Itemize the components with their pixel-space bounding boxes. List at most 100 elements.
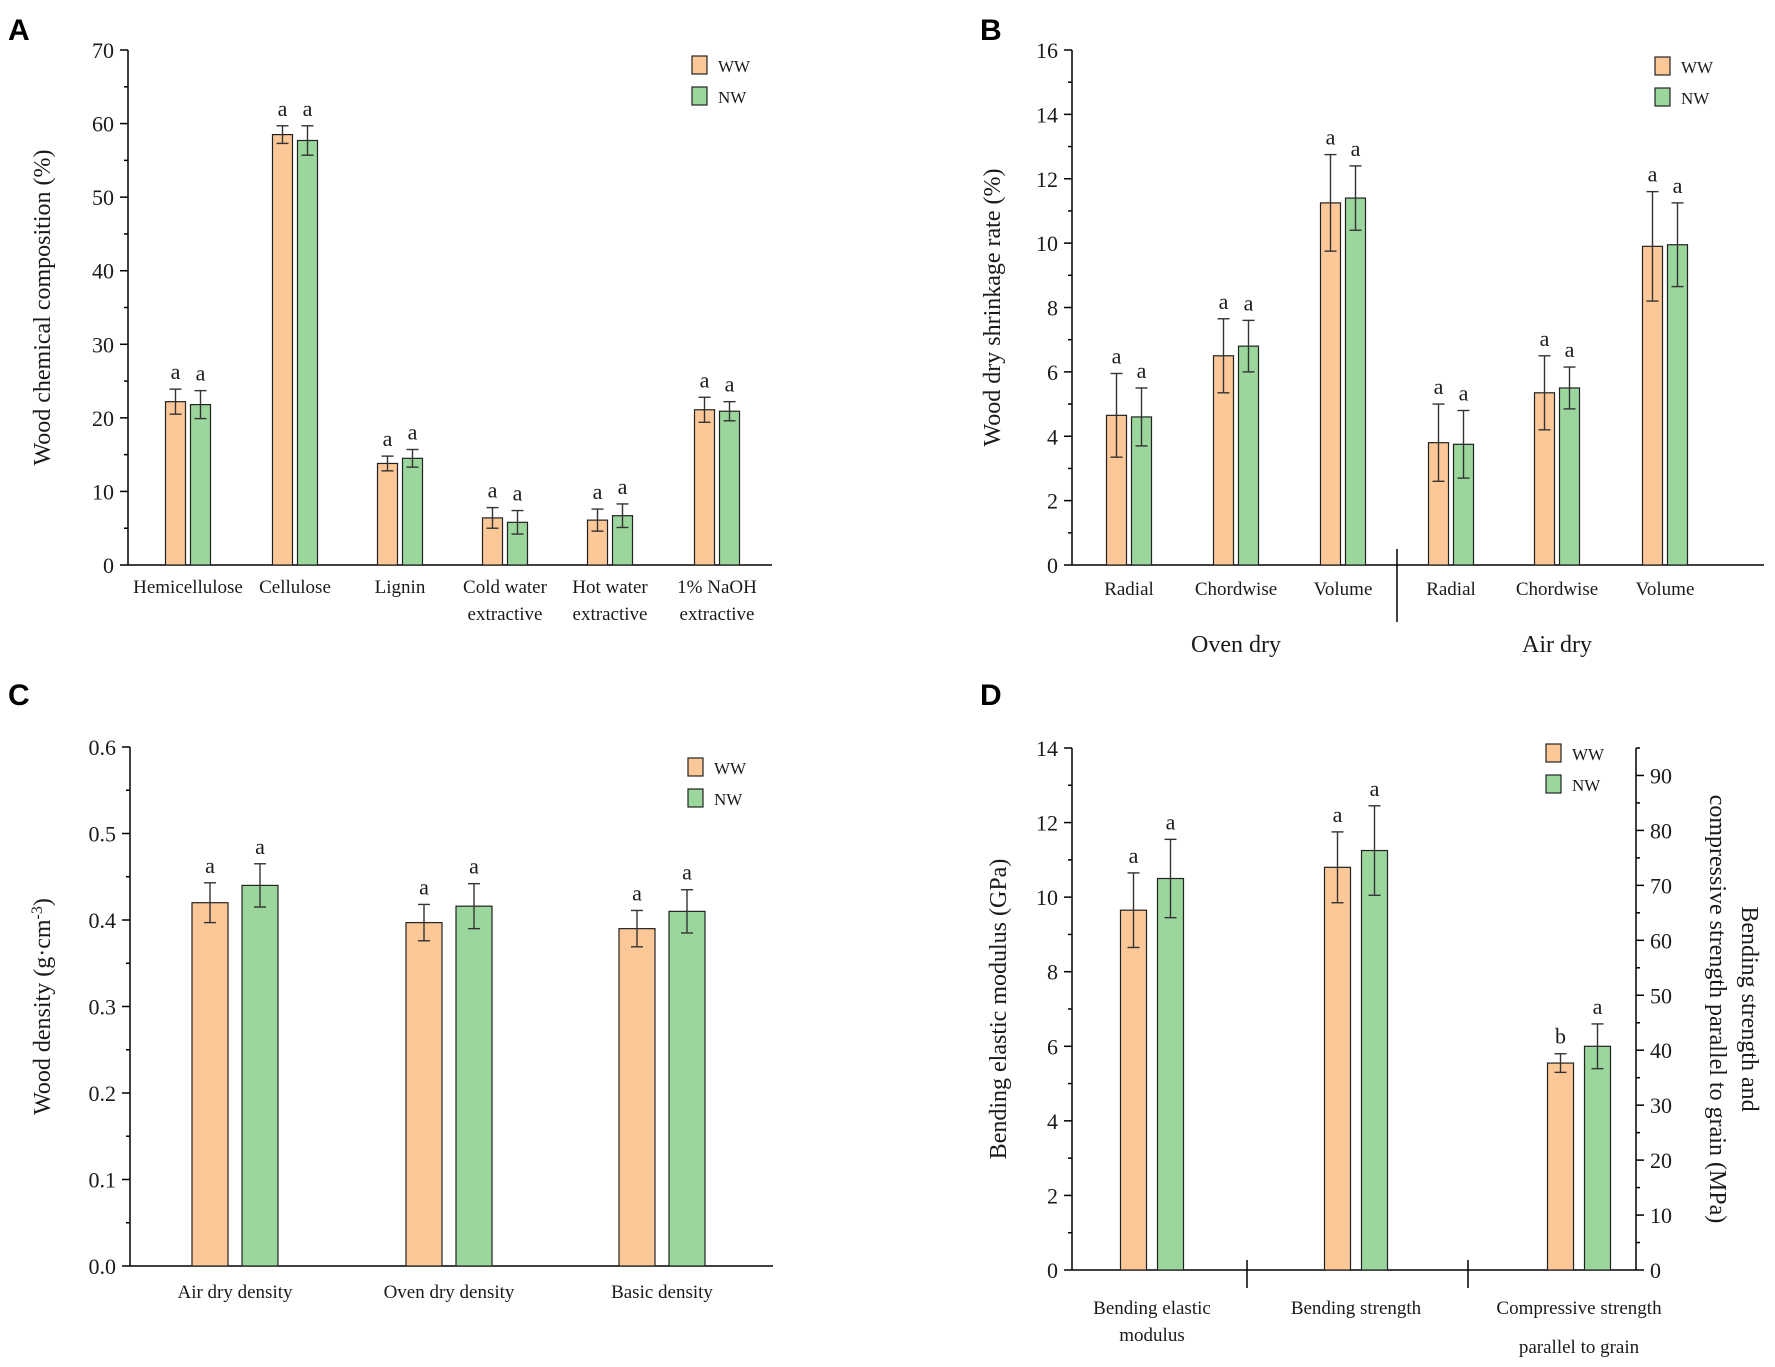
y-tick-label-a: 30	[92, 332, 114, 357]
y-tick-label-d: 14	[1036, 736, 1058, 761]
x-tick-label-d: Bending strength	[1291, 1298, 1422, 1319]
y-axis-right-title-line1: Bending strength and	[1736, 906, 1762, 1111]
x-tick-label-a: 1% NaOH	[677, 577, 757, 598]
x-tick-label-a: extractive	[468, 604, 543, 625]
significance-letter: a	[303, 96, 313, 121]
bar-nw	[1237, 345, 1260, 566]
x-tick-label-b: Chordwise	[1195, 579, 1277, 600]
y-axis-title-a: Wood chemical composition (%)	[30, 150, 56, 466]
chart-panel-b: 0 2 4 6 8 10 12 14 16 Wood dry shrinkage rate (%)…	[980, 38, 1764, 658]
y-tick-label-b: 14	[1036, 102, 1058, 127]
bar-nw	[668, 910, 706, 1267]
legend-label-nw: NW	[714, 790, 743, 809]
significance-letter: a	[469, 854, 479, 879]
bar-ww	[405, 921, 443, 1267]
significance-letter: a	[1219, 289, 1229, 314]
significance-letter: a	[419, 874, 429, 899]
significance-letter: a	[1648, 162, 1658, 187]
x-tick-label-a: extractive	[573, 604, 648, 625]
y-tick-label-b: 16	[1036, 38, 1058, 63]
y-tick-label-b: 0	[1047, 553, 1058, 578]
y-tick-label-a: 70	[92, 38, 114, 63]
bar-nw	[1558, 387, 1581, 566]
significance-letter: a	[171, 359, 181, 384]
bar-ww	[1546, 1062, 1575, 1271]
significance-letter: a	[255, 834, 265, 859]
y-axis-title-sup-c: -3	[29, 906, 46, 919]
y-tick-label-a: 20	[92, 406, 114, 431]
legend-swatch-ww	[687, 757, 704, 777]
bar-nw	[1666, 244, 1689, 566]
x-tick-label-a: Hot water	[572, 577, 648, 598]
x-tick-label-b: Radial	[1104, 579, 1154, 600]
y-axis-title-d: Bending elastic modulus (GPa)	[986, 859, 1012, 1160]
panel-label-b: B	[980, 14, 1002, 47]
significance-letter: a	[632, 880, 642, 905]
bar-nw	[1583, 1045, 1612, 1271]
y-right-tick-label-d: 40	[1650, 1038, 1672, 1063]
bar-ww	[1323, 866, 1352, 1271]
y-tick-label-d: 6	[1047, 1034, 1058, 1059]
bar-ww	[271, 134, 294, 566]
y-tick-label-a: 40	[92, 259, 114, 284]
significance-letter: a	[682, 860, 692, 885]
significance-letter: b	[1555, 1024, 1566, 1049]
y-tick-label-c: 0.3	[89, 995, 117, 1020]
legend-label-ww: WW	[1681, 58, 1714, 77]
significance-letter: a	[1351, 136, 1361, 161]
y-tick-label-d: 10	[1036, 885, 1058, 910]
y-right-tick-label-d: 30	[1650, 1093, 1672, 1118]
significance-letter: a	[278, 96, 288, 121]
y-right-tick-label-d: 50	[1650, 983, 1672, 1008]
bar-nw	[1360, 849, 1389, 1271]
significance-letter: a	[1540, 326, 1550, 351]
significance-letter: a	[1112, 343, 1122, 368]
significance-letter: a	[1370, 776, 1380, 801]
significance-letter: a	[205, 853, 215, 878]
y-tick-label-b: 4	[1047, 424, 1058, 449]
y-tick-label-d: 4	[1047, 1109, 1058, 1134]
x-tick-label-b: Volume	[1314, 579, 1373, 600]
legend-label-ww: WW	[714, 759, 747, 778]
y-tick-label-a: 60	[92, 112, 114, 137]
x-tick-label-d: Compressive strength	[1496, 1298, 1662, 1319]
bar-ww	[1119, 909, 1148, 1271]
significance-letter: a	[513, 481, 523, 506]
significance-letter: a	[488, 478, 498, 503]
y-tick-label-c: 0.4	[89, 908, 117, 933]
significance-letter: a	[1673, 173, 1683, 198]
significance-letter: a	[383, 426, 393, 451]
y-tick-label-d: 2	[1047, 1183, 1058, 1208]
group-label-air-dry: Air dry	[1522, 632, 1592, 658]
group-label-oven-dry: Oven dry	[1191, 632, 1281, 658]
bar-nw	[189, 404, 212, 566]
y-tick-label-c: 0.2	[89, 1081, 117, 1106]
legend-label-nw: NW	[1681, 89, 1710, 108]
y-axis-title-c: Wood density (g·cm-3)	[29, 898, 57, 1115]
significance-letter: a	[1137, 358, 1147, 383]
bar-ww	[191, 902, 229, 1267]
y-right-tick-label-d: 70	[1650, 873, 1672, 898]
legend-swatch-ww	[1654, 56, 1671, 76]
legend-swatch-ww	[1545, 743, 1562, 763]
significance-letter: a	[725, 372, 735, 397]
chart-panel-c: 0.0 0.1 0.2 0.3 0.4 0.5 0.6 Wood density (g·cm-…	[29, 735, 773, 1303]
y-tick-label-a: 0	[103, 553, 114, 578]
chart-panel-d: 0 2 4 6 8 10 12 14 Bending elastic modulus (GPa)…	[986, 736, 1762, 1358]
significance-letter: a	[196, 361, 206, 386]
bar-ww	[1319, 202, 1342, 566]
y-right-tick-label-d: 60	[1650, 928, 1672, 953]
y-axis-title-end-c: )	[30, 898, 56, 906]
bar-nw	[296, 139, 319, 566]
x-tick-label-c: Oven dry density	[384, 1282, 515, 1303]
y-tick-label-b: 6	[1047, 360, 1058, 385]
y-right-tick-label-d: 0	[1650, 1258, 1661, 1283]
y-right-tick-label-d: 90	[1650, 763, 1672, 788]
x-tick-label-d: parallel to grain	[1519, 1337, 1640, 1358]
legend-label-ww: WW	[718, 57, 751, 76]
bar-ww	[693, 409, 716, 566]
legend-label-ww: WW	[1572, 745, 1605, 764]
panel-label-a: A	[8, 14, 30, 47]
significance-letter: a	[1333, 802, 1343, 827]
x-tick-label-d: Bending elastic	[1093, 1298, 1211, 1319]
